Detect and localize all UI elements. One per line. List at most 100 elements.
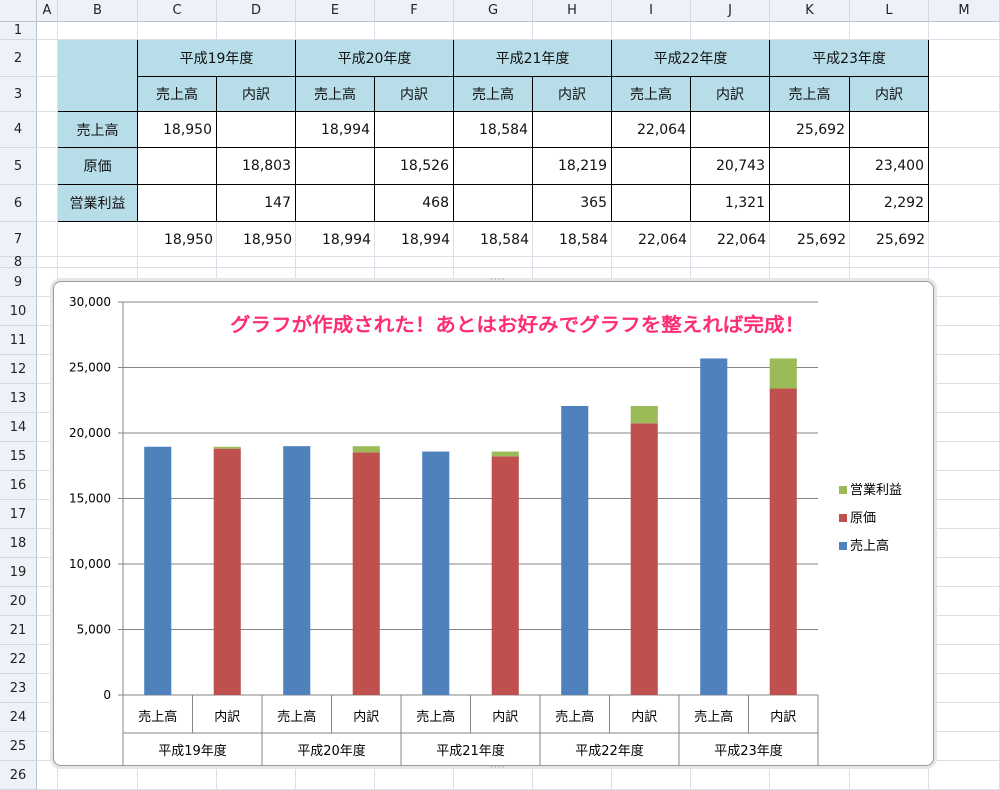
table-cell[interactable] (612, 148, 691, 185)
table-cell[interactable]: 468 (375, 185, 454, 222)
total-cell[interactable]: 18,994 (322, 231, 371, 248)
column-header-g[interactable]: G (454, 0, 533, 22)
row-header-21[interactable]: 21 (0, 616, 37, 645)
row-header-23[interactable]: 23 (0, 674, 37, 703)
column-header-b[interactable]: B (58, 0, 138, 22)
total-cell[interactable]: 18,950 (164, 231, 213, 248)
row-header-2[interactable]: 2 (0, 40, 37, 77)
table-cell[interactable] (770, 185, 850, 222)
table-cell[interactable]: 18,950 (138, 112, 217, 148)
row-header-13[interactable]: 13 (0, 384, 37, 413)
table-cell[interactable] (770, 148, 850, 185)
total-cell[interactable]: 18,584 (559, 231, 608, 248)
table-cell[interactable] (612, 185, 691, 222)
table-cell[interactable]: 18,584 (454, 112, 533, 148)
table-cell[interactable] (850, 112, 929, 148)
table-cell[interactable] (217, 112, 296, 148)
total-cell[interactable]: 22,064 (638, 231, 687, 248)
row-header-20[interactable]: 20 (0, 587, 37, 616)
row-header-7[interactable]: 7 (0, 222, 37, 257)
year-header[interactable]: 平成22年度 (612, 40, 770, 77)
total-cell[interactable]: 22,064 (717, 231, 766, 248)
row-header-24[interactable]: 24 (0, 703, 37, 732)
table-cell[interactable]: 147 (217, 185, 296, 222)
column-header-f[interactable]: F (375, 0, 454, 22)
table-cell[interactable] (296, 185, 375, 222)
sub-header[interactable]: 売上高 (454, 77, 533, 112)
table-cell[interactable]: 18,803 (217, 148, 296, 185)
row-header-19[interactable]: 19 (0, 558, 37, 587)
column-header-a[interactable]: A (37, 0, 58, 22)
table-cell[interactable] (691, 112, 770, 148)
table-cell[interactable]: 18,526 (375, 148, 454, 185)
row-header-15[interactable]: 15 (0, 442, 37, 471)
row-header-17[interactable]: 17 (0, 500, 37, 529)
total-cell[interactable]: 25,692 (797, 231, 846, 248)
table-cell[interactable] (138, 185, 217, 222)
column-header-d[interactable]: D (217, 0, 296, 22)
chart-resize-handle-bottom[interactable]: ···· (490, 763, 506, 773)
table-cell[interactable]: 2,292 (850, 185, 929, 222)
column-header-m[interactable]: M (929, 0, 1000, 22)
table-cell[interactable]: 18,994 (296, 112, 375, 148)
row-header-1[interactable]: 1 (0, 22, 37, 40)
chart-area[interactable]: ···· ···· 0 5,000 10,000 15,000 20,000 25,000… (53, 275, 934, 773)
row-header-5[interactable]: 5 (0, 148, 37, 185)
sub-header[interactable]: 売上高 (138, 77, 217, 112)
row-header-6[interactable]: 6 (0, 185, 37, 222)
column-header-k[interactable]: K (770, 0, 850, 22)
chart-resize-handle-top[interactable]: ···· (490, 275, 506, 285)
table-cell[interactable] (454, 148, 533, 185)
row-label[interactable]: 売上高 (58, 112, 138, 148)
row-header-22[interactable]: 22 (0, 645, 37, 674)
table-cell[interactable]: 365 (533, 185, 612, 222)
total-cell[interactable]: 18,584 (480, 231, 529, 248)
year-header[interactable]: 平成20年度 (296, 40, 454, 77)
table-cell[interactable] (533, 112, 612, 148)
year-header[interactable]: 平成23年度 (770, 40, 929, 77)
select-all-corner[interactable] (0, 0, 37, 22)
row-header-26[interactable]: 26 (0, 761, 37, 790)
sub-header[interactable]: 売上高 (612, 77, 691, 112)
table-cell[interactable] (296, 148, 375, 185)
row-header-4[interactable]: 4 (0, 112, 37, 148)
total-cell[interactable]: 25,692 (876, 231, 925, 248)
sub-header[interactable]: 内訳 (691, 77, 770, 112)
row-label[interactable]: 原価 (58, 148, 138, 185)
year-header[interactable]: 平成21年度 (454, 40, 612, 77)
table-cell[interactable]: 25,692 (770, 112, 850, 148)
row-header-3[interactable]: 3 (0, 77, 37, 112)
row-header-9[interactable]: 9 (0, 268, 37, 297)
table-cell[interactable] (454, 185, 533, 222)
sub-header[interactable]: 売上高 (770, 77, 850, 112)
column-header-i[interactable]: I (612, 0, 691, 22)
table-cell[interactable] (138, 148, 217, 185)
column-header-j[interactable]: J (691, 0, 770, 22)
table-cell[interactable]: 23,400 (850, 148, 929, 185)
sub-header[interactable]: 内訳 (375, 77, 454, 112)
row-header-25[interactable]: 25 (0, 732, 37, 761)
row-header-16[interactable]: 16 (0, 471, 37, 500)
sub-header[interactable]: 内訳 (533, 77, 612, 112)
sub-header[interactable]: 内訳 (850, 77, 929, 112)
year-header[interactable]: 平成19年度 (138, 40, 296, 77)
row-header-14[interactable]: 14 (0, 413, 37, 442)
sub-header[interactable]: 内訳 (217, 77, 296, 112)
row-header-12[interactable]: 12 (0, 355, 37, 384)
row-header-10[interactable]: 10 (0, 297, 37, 326)
column-header-h[interactable]: H (533, 0, 612, 22)
total-cell[interactable]: 18,950 (243, 231, 292, 248)
column-header-l[interactable]: L (850, 0, 929, 22)
table-cell[interactable]: 1,321 (691, 185, 770, 222)
row-label[interactable]: 営業利益 (58, 185, 138, 222)
table-cell[interactable]: 18,219 (533, 148, 612, 185)
table-corner-cell[interactable] (58, 40, 138, 112)
column-header-c[interactable]: C (138, 0, 217, 22)
table-cell[interactable]: 20,743 (691, 148, 770, 185)
column-header-e[interactable]: E (296, 0, 375, 22)
row-header-18[interactable]: 18 (0, 529, 37, 558)
total-cell[interactable]: 18,994 (401, 231, 450, 248)
sub-header[interactable]: 売上高 (296, 77, 375, 112)
table-cell[interactable]: 22,064 (612, 112, 691, 148)
row-header-8[interactable]: 8 (0, 255, 37, 270)
